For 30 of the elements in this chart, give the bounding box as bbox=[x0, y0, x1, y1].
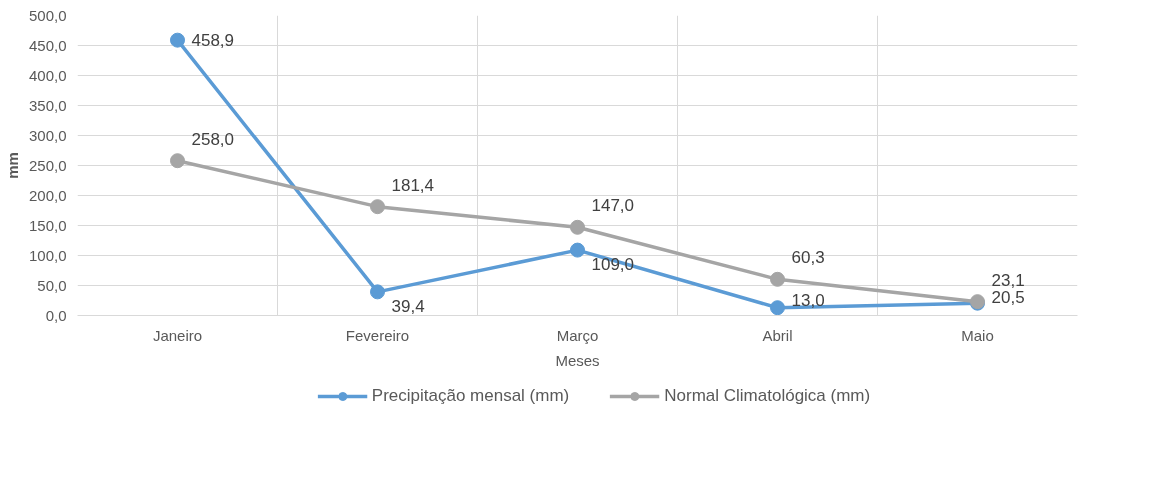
y-tick-label: 300,0 bbox=[28, 126, 67, 144]
x-tick-label: Maio bbox=[961, 326, 994, 344]
x-axis-title: Meses bbox=[555, 351, 600, 369]
y-tick-label: 150,0 bbox=[28, 216, 67, 234]
data-label: 13,0 bbox=[791, 290, 825, 310]
y-axis-title: mm bbox=[3, 152, 21, 179]
x-tick-label: Fevereiro bbox=[345, 326, 410, 344]
x-tick-label: Janeiro bbox=[152, 326, 203, 344]
y-tick-label: 250,0 bbox=[28, 156, 67, 174]
x-tick-label: Abril bbox=[762, 326, 793, 344]
y-tick-label: 350,0 bbox=[28, 96, 67, 114]
x-tick-label: Março bbox=[556, 326, 599, 344]
data-label: 109,0 bbox=[591, 255, 635, 275]
y-tick-label: 500,0 bbox=[28, 6, 67, 24]
data-label: 458,9 bbox=[191, 31, 235, 51]
data-label: 20,5 bbox=[991, 288, 1025, 308]
y-tick-label: 50,0 bbox=[37, 276, 67, 294]
legend-label: Normal Climatológica (mm) bbox=[664, 386, 871, 406]
y-tick-label: 200,0 bbox=[28, 186, 67, 204]
y-tick-label: 0,0 bbox=[45, 306, 67, 324]
data-label: 147,0 bbox=[591, 196, 635, 216]
legend-label: Precipitação mensal (mm) bbox=[371, 386, 570, 406]
data-label: 181,4 bbox=[391, 175, 435, 195]
y-tick-label: 450,0 bbox=[28, 36, 67, 54]
data-label: 258,0 bbox=[191, 129, 235, 149]
y-tick-label: 400,0 bbox=[28, 66, 67, 84]
y-tick-label: 100,0 bbox=[28, 246, 67, 264]
data-label: 39,4 bbox=[391, 296, 425, 316]
data-label: 23,1 bbox=[991, 270, 1025, 290]
data-label: 60,3 bbox=[791, 248, 825, 268]
